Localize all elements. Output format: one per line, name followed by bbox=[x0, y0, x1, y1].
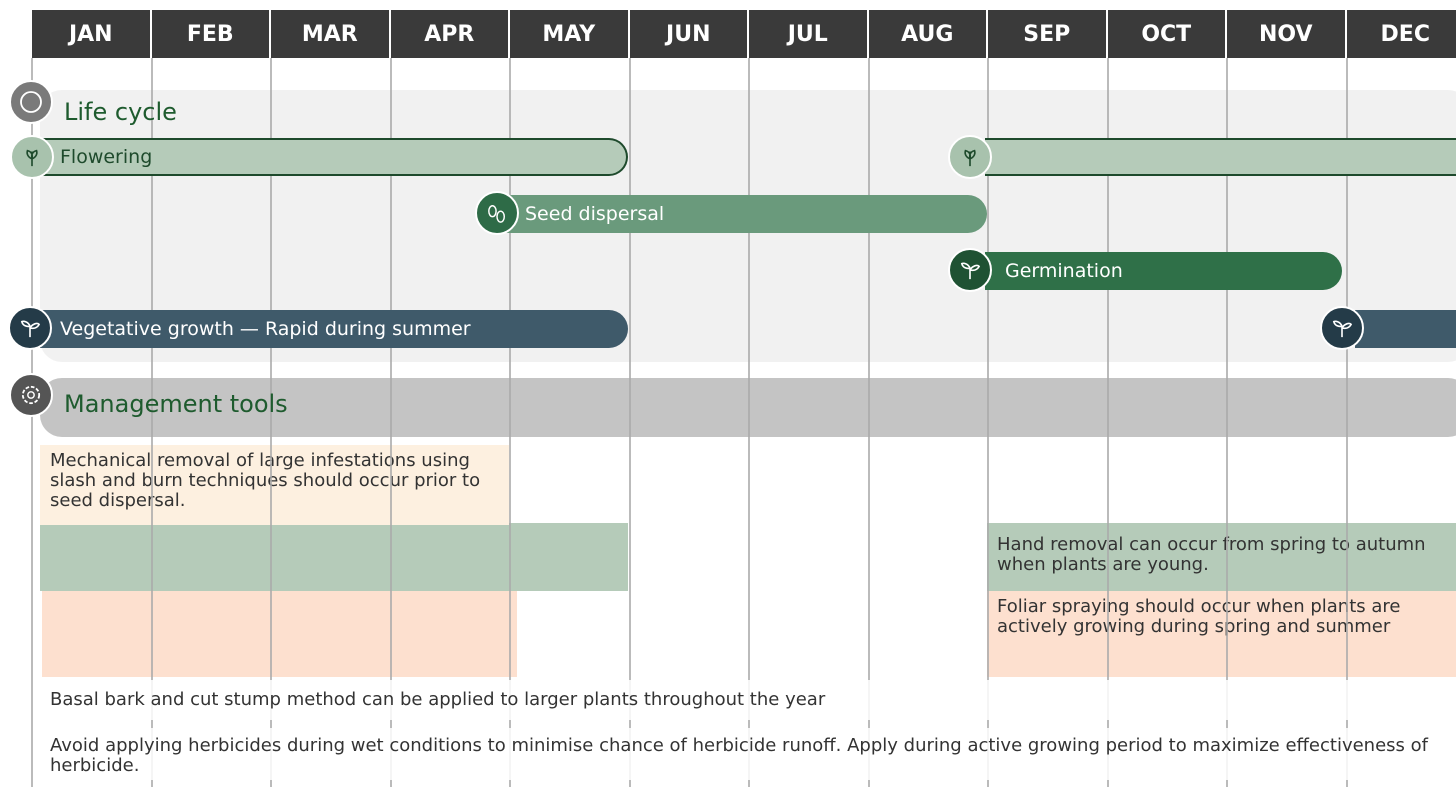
management-title: Management tools bbox=[64, 390, 288, 418]
sprout-icon bbox=[8, 306, 52, 350]
seed-dispersal-bar: Seed dispersal bbox=[505, 195, 987, 233]
seed-icon bbox=[475, 191, 519, 235]
life-cycle-title: Life cycle bbox=[64, 98, 177, 126]
month-divider bbox=[509, 58, 511, 787]
month-divider bbox=[628, 58, 631, 787]
cycle-icon bbox=[9, 80, 53, 124]
mechanical-note: Mechanical removal of large infestations… bbox=[40, 445, 509, 525]
month-divider bbox=[1106, 58, 1109, 787]
flower-icon bbox=[10, 135, 54, 179]
month-header: OCT bbox=[1107, 10, 1227, 58]
foliar-note: Foliar spraying should occur when plants… bbox=[987, 591, 1456, 677]
flower-icon bbox=[948, 135, 992, 179]
hand-removal-band bbox=[40, 523, 628, 591]
month-header: MAR bbox=[271, 10, 391, 58]
germination-bar: Germination bbox=[985, 252, 1342, 290]
month-header: NOV bbox=[1227, 10, 1347, 58]
herbicide-note: Avoid applying herbicides during wet con… bbox=[40, 728, 1456, 780]
flowering-bar bbox=[985, 138, 1456, 176]
month-divider bbox=[748, 58, 750, 787]
foliar-band bbox=[42, 591, 517, 677]
month-header: APR bbox=[390, 10, 510, 58]
hand-removal-note: Hand removal can occur from spring to au… bbox=[987, 523, 1456, 591]
month-header: MAY bbox=[510, 10, 630, 58]
gear-icon bbox=[9, 373, 53, 417]
month-divider bbox=[1345, 58, 1348, 787]
month-header: AUG bbox=[868, 10, 988, 58]
month-divider bbox=[987, 58, 989, 787]
sprout-icon bbox=[1320, 306, 1364, 350]
month-divider bbox=[389, 58, 392, 787]
month-header: SEP bbox=[988, 10, 1108, 58]
month-header: JAN bbox=[32, 10, 152, 58]
vegetative-growth-bar: Vegetative growth — Rapid during summer bbox=[40, 310, 628, 348]
month-divider bbox=[150, 58, 153, 787]
month-divider bbox=[270, 58, 272, 787]
month-divider bbox=[1226, 58, 1228, 787]
sprout-icon bbox=[948, 248, 992, 292]
month-header: JUL bbox=[749, 10, 869, 58]
month-header: JUN bbox=[629, 10, 749, 58]
month-header: FEB bbox=[151, 10, 271, 58]
vegetative-growth-bar bbox=[1355, 310, 1456, 348]
flowering-bar: Flowering bbox=[40, 138, 628, 176]
month-divider bbox=[867, 58, 870, 787]
month-header: DEC bbox=[1346, 10, 1456, 58]
month-divider bbox=[31, 58, 33, 787]
basal-note: Basal bark and cut stump method can be a… bbox=[40, 680, 1456, 720]
